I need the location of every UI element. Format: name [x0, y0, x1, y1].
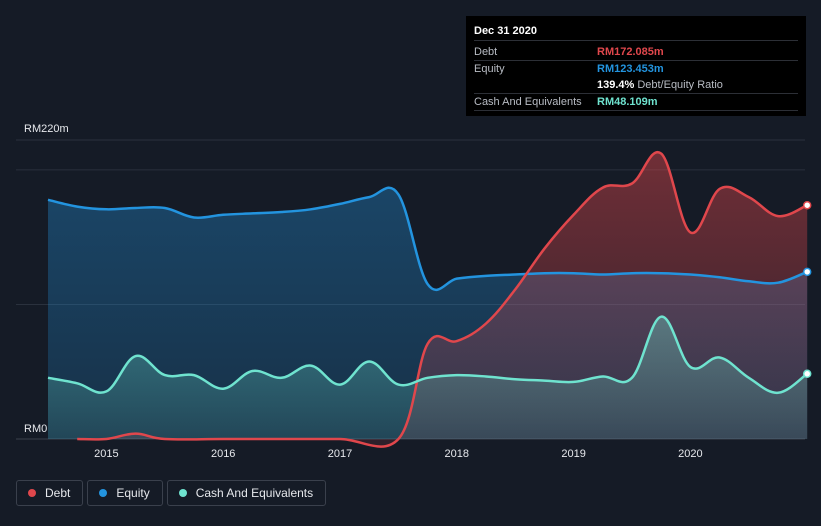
tooltip-row-equity: Equity RM123.453m [474, 61, 798, 77]
legend-item-equity[interactable]: Equity [87, 480, 163, 506]
tooltip-ratio-caption: Debt/Equity Ratio [637, 79, 723, 91]
end-marker-debt [802, 200, 812, 210]
x-tick-label-2020: 2020 [678, 448, 702, 460]
legend-item-debt[interactable]: Debt [16, 480, 84, 506]
legend-label-debt: Debt [45, 486, 71, 500]
x-tick-label-2016: 2016 [211, 448, 235, 460]
legend-dot-equity-icon [99, 489, 108, 497]
tooltip-debt-label: Debt [474, 46, 498, 58]
end-marker-cash [802, 369, 812, 379]
chart-lines [47, 150, 808, 448]
legend-label-cash: Cash And Equivalents [195, 486, 314, 500]
y-axis-top-label: RM220m [24, 123, 69, 135]
tooltip-ratio-label [474, 77, 597, 93]
tooltip-row-cash: Cash And Equivalents RM48.109m [474, 94, 798, 111]
tooltip-date: Dec 31 2020 [474, 24, 798, 41]
legend-dot-cash-icon [178, 489, 187, 497]
legend-item-cash[interactable]: Cash And Equivalents [166, 480, 327, 506]
chart-legend: Debt Equity Cash And Equivalents [16, 480, 327, 508]
y-axis-bottom-label: RM0 [24, 423, 47, 435]
tooltip-ratio-value: 139.4% [597, 79, 635, 91]
legend-dot-debt-icon [28, 489, 36, 497]
x-tick-label-2019: 2019 [561, 448, 585, 460]
chart-axes: RM220m RM0 2015 2016 2017 2018 2019 2020 [24, 123, 703, 460]
line-cash [47, 315, 808, 395]
end-marker-equity [802, 267, 812, 277]
tooltip-debt-value: RM172.085m [597, 46, 664, 58]
tooltip-row-ratio: 139.4% Debt/Equity Ratio [474, 77, 798, 94]
tooltip-equity-label: Equity [474, 63, 505, 75]
line-equity [47, 186, 808, 292]
x-tick-label-2018: 2018 [445, 448, 469, 460]
tooltip-cash-label: Cash And Equivalents [474, 96, 582, 108]
tooltip-equity-value: RM123.453m [597, 63, 664, 75]
hover-tooltip: Dec 31 2020 Debt RM172.085m Equity RM123… [466, 16, 806, 116]
area-debt [77, 152, 808, 447]
x-tick-label-2017: 2017 [328, 448, 352, 460]
tooltip-row-debt: Debt RM172.085m [474, 44, 798, 61]
tooltip-cash-value: RM48.109m [597, 96, 658, 108]
line-debt [77, 150, 808, 448]
x-tick-label-2015: 2015 [94, 448, 118, 460]
legend-label-equity: Equity [116, 486, 150, 500]
chart-areas [48, 152, 808, 447]
chart-end-markers [802, 200, 812, 379]
